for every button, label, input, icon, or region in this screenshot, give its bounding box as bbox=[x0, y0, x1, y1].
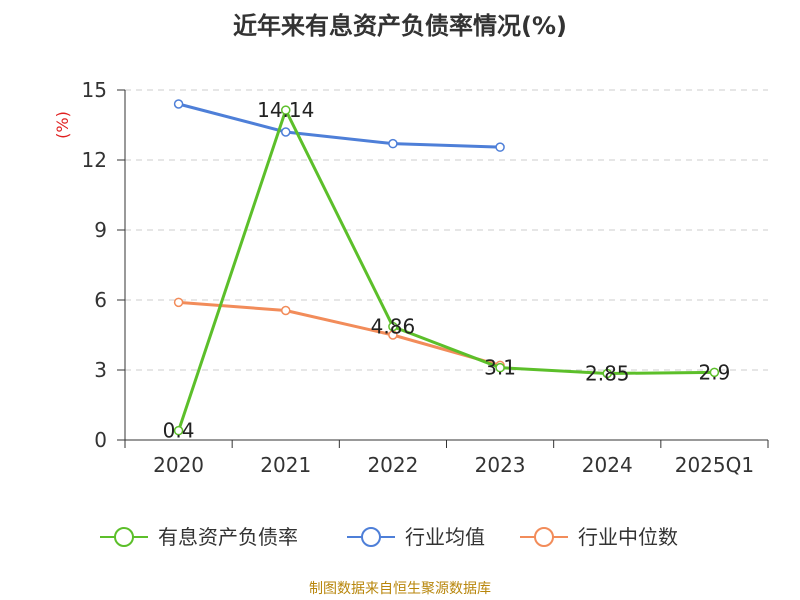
data-point bbox=[281, 305, 291, 316]
legend-marker bbox=[534, 527, 554, 547]
data-point bbox=[709, 367, 720, 378]
series-line bbox=[177, 108, 715, 432]
data-label: 4.86 bbox=[371, 315, 416, 339]
data-point bbox=[495, 362, 505, 373]
data-point bbox=[388, 138, 398, 149]
source-note: 制图数据来自恒生聚源数据库 bbox=[309, 581, 491, 597]
grid-lines bbox=[125, 89, 768, 371]
series-lines bbox=[173, 99, 720, 436]
legend-marker bbox=[361, 527, 381, 547]
legend-label: 行业中位数 bbox=[578, 525, 678, 549]
x-tick-label: 2020 bbox=[153, 453, 204, 477]
x-tick-label: 2021 bbox=[260, 453, 311, 477]
y-axis-label: (%) bbox=[53, 111, 72, 139]
x-tick-label: 2024 bbox=[582, 453, 633, 477]
data-point bbox=[173, 99, 184, 109]
series-line bbox=[178, 300, 501, 367]
legend-label: 有息资产负债率 bbox=[158, 525, 298, 549]
y-tick-label: 9 bbox=[94, 218, 107, 242]
data-point bbox=[173, 297, 184, 308]
data-point bbox=[281, 127, 291, 137]
data-point bbox=[495, 142, 505, 152]
data-label: 3.1 bbox=[484, 356, 516, 380]
legend-marker bbox=[114, 527, 134, 547]
axes: 0 3 6 9 12 15 2020 2021 2022 2023 2024 2025Q1 (%) bbox=[53, 78, 769, 477]
y-tick-label: 15 bbox=[82, 78, 107, 102]
data-point bbox=[281, 105, 291, 115]
data-label: 14.14 bbox=[257, 98, 314, 122]
legend: 有息资产负债率 行业均值 行业中位数 bbox=[100, 525, 678, 549]
y-tick-label: 6 bbox=[94, 288, 107, 312]
series-line bbox=[178, 102, 501, 149]
data-label: 2.9 bbox=[699, 360, 731, 384]
x-tick-label: 2023 bbox=[475, 453, 526, 477]
data-point bbox=[388, 321, 398, 332]
data-labels: 0.4 14.14 4.86 3.1 2.85 2.9 bbox=[163, 98, 731, 443]
legend-label: 行业均值 bbox=[405, 525, 485, 549]
data-label: 2.85 bbox=[585, 362, 630, 386]
y-tick-label: 12 bbox=[82, 148, 107, 172]
data-point bbox=[173, 425, 184, 436]
chart-title: 近年来有息资产负债率情况(%) bbox=[233, 12, 567, 40]
x-tick-label: 2025Q1 bbox=[675, 453, 754, 477]
y-tick-label: 3 bbox=[94, 358, 107, 382]
data-point bbox=[602, 368, 612, 379]
data-label: 0.4 bbox=[163, 419, 195, 443]
x-tick-label: 2022 bbox=[367, 453, 418, 477]
y-tick-label: 0 bbox=[94, 428, 107, 452]
